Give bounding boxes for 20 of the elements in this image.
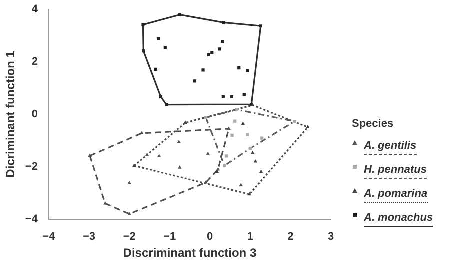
x-tick-label: −1 bbox=[164, 231, 176, 244]
x-tick-label: 3 bbox=[328, 231, 334, 244]
x-tick-label: 0 bbox=[207, 231, 214, 244]
x-tick-label: 1 bbox=[247, 231, 254, 244]
y-tick-label: 2 bbox=[32, 56, 38, 68]
x-tick-label: −2 bbox=[123, 231, 136, 244]
y-tick-label: 4 bbox=[32, 4, 39, 16]
legend-title: Species bbox=[352, 118, 395, 130]
legend-label: H. pennatus bbox=[364, 164, 427, 179]
y-tick-label: 0 bbox=[32, 108, 38, 121]
y-tick-label: −2 bbox=[25, 160, 38, 173]
x-tick-label: −4 bbox=[42, 231, 56, 244]
legend-label: A. gentilis bbox=[364, 140, 417, 155]
legend-label: A. pomarina bbox=[364, 188, 428, 203]
y-tick-label: −4 bbox=[25, 213, 39, 226]
y-axis-title: Dicriminant function 1 bbox=[4, 50, 18, 178]
x-tick-label: −3 bbox=[82, 231, 96, 244]
x-tick-label: 2 bbox=[288, 231, 294, 244]
x-axis-title: Discriminant function 3 bbox=[123, 246, 257, 260]
legend-label: A. monachus bbox=[364, 212, 434, 227]
